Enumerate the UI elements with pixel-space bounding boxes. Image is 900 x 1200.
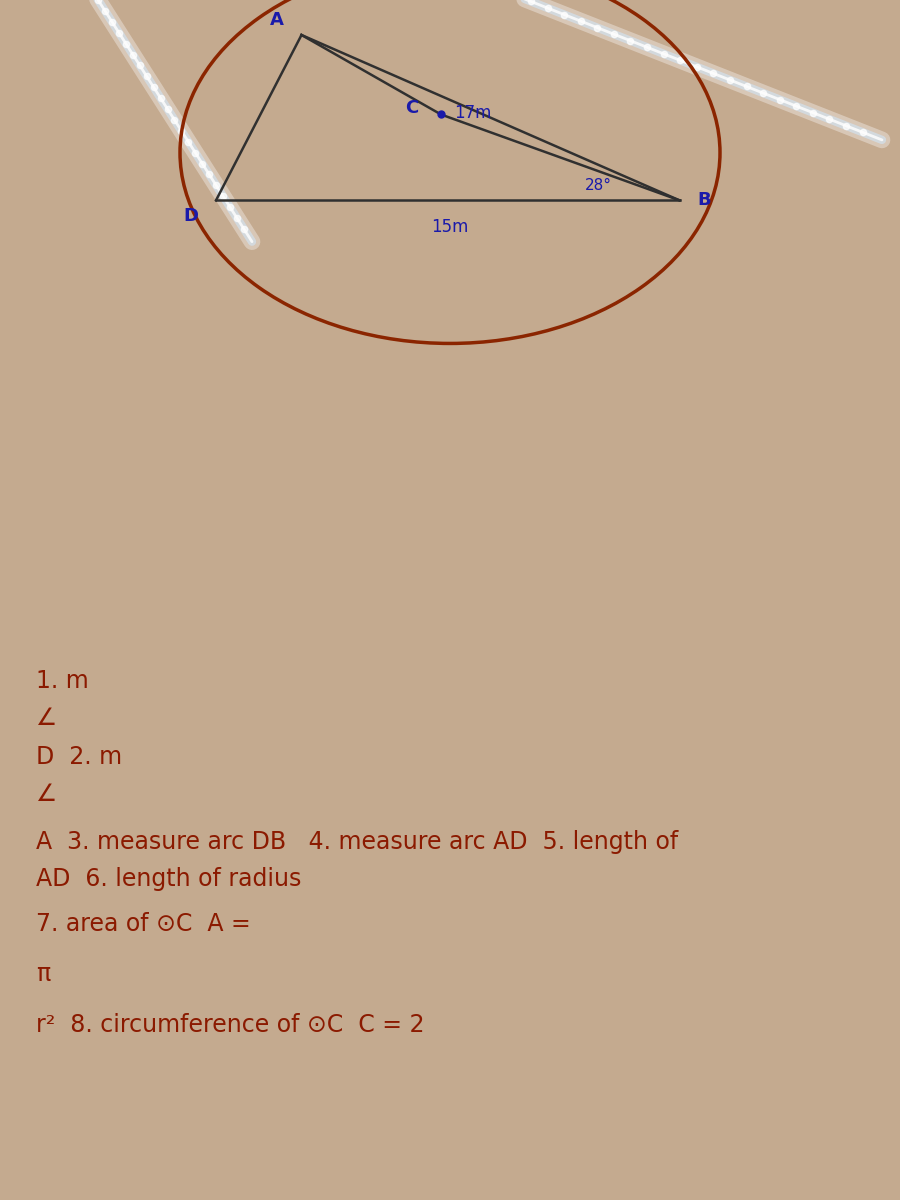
Point (823, 109, 837, 128)
Point (175, 121, 189, 140)
Point (147, 78, 161, 97)
Point (126, 44, 140, 64)
Point (216, 187, 230, 206)
Text: C: C (405, 100, 418, 118)
Point (524, 0, 538, 11)
Point (839, 116, 853, 136)
Point (640, 37, 654, 56)
Point (673, 50, 688, 70)
Point (739, 77, 753, 96)
Point (181, 132, 195, 151)
Point (98, 1, 112, 20)
Point (855, 122, 869, 142)
Text: r²  8. circumference of ⊙C  C = 2: r² 8. circumference of ⊙C C = 2 (36, 1013, 425, 1037)
Point (623, 31, 637, 50)
Point (508, 0, 522, 5)
Text: 1. m: 1. m (36, 670, 89, 694)
Point (590, 18, 605, 37)
Point (140, 67, 154, 86)
Point (119, 34, 133, 53)
Point (756, 84, 770, 103)
Text: D  2. m: D 2. m (36, 745, 122, 769)
Point (772, 90, 787, 109)
Point (540, 0, 554, 18)
Text: π: π (36, 962, 50, 986)
Point (167, 110, 182, 130)
Text: 17m: 17m (454, 104, 492, 122)
Text: 7. area of ⊙C  A =: 7. area of ⊙C A = (36, 912, 251, 936)
Text: ∠: ∠ (36, 706, 57, 730)
Text: 15m: 15m (431, 217, 469, 235)
Text: D: D (183, 206, 198, 224)
Point (195, 154, 210, 173)
Point (573, 12, 588, 31)
Point (104, 12, 119, 31)
Point (153, 89, 167, 108)
Point (112, 23, 126, 42)
Point (237, 220, 251, 239)
Point (188, 143, 202, 162)
Point (689, 58, 704, 77)
Point (806, 103, 820, 122)
Point (209, 175, 223, 194)
Point (132, 56, 147, 76)
Text: A  3. measure arc DB   4. measure arc AD  5. length of: A 3. measure arc DB 4. measure arc AD 5.… (36, 830, 679, 854)
Point (723, 71, 737, 90)
Text: A: A (270, 11, 284, 29)
Point (230, 209, 244, 228)
Text: 28°: 28° (585, 178, 612, 193)
Point (223, 198, 238, 217)
Point (706, 64, 721, 83)
Point (607, 24, 621, 43)
Point (557, 5, 572, 24)
Point (91, 0, 105, 10)
Text: B: B (698, 191, 711, 209)
Point (160, 100, 175, 119)
Point (656, 44, 670, 64)
Point (789, 96, 804, 115)
Text: ∠: ∠ (36, 782, 57, 806)
Point (202, 164, 216, 184)
Text: AD  6. length of radius: AD 6. length of radius (36, 866, 302, 890)
